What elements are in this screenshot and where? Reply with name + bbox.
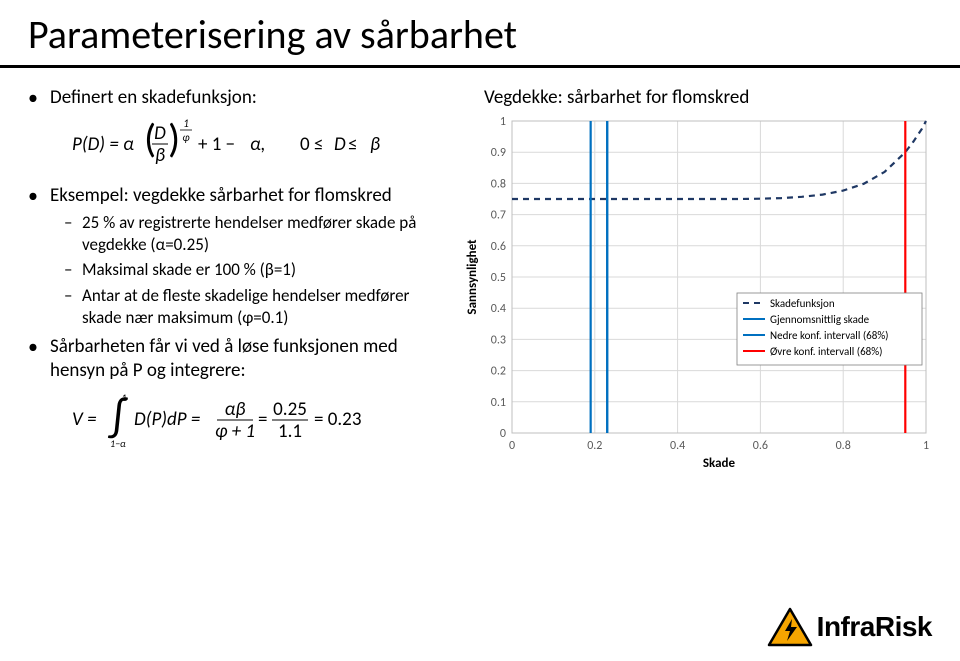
svg-text:Gjennomsnittlig skade: Gjennomsnittlig skade xyxy=(770,313,870,326)
svg-text:φ + 1: φ + 1 xyxy=(215,420,255,443)
svg-text:D(P)dP =: D(P)dP = xyxy=(134,408,200,431)
svg-text:0.25: 0.25 xyxy=(273,398,307,421)
svg-text:1: 1 xyxy=(923,439,929,453)
svg-text:+ 1 −: + 1 − xyxy=(198,133,235,156)
svg-text:D: D xyxy=(334,133,346,156)
svg-text:D: D xyxy=(154,122,166,145)
chart-title: Vegdekke: sårbarhet for flomskred xyxy=(462,86,932,109)
svg-text:0.3: 0.3 xyxy=(491,333,506,347)
svg-text:Sannsynlighet: Sannsynlighet xyxy=(465,239,480,315)
svg-text:0: 0 xyxy=(500,427,506,441)
bullet-integral-text: Sårbarheten får vi ved å løse funksjonen… xyxy=(50,335,398,382)
bullet-example: Eksempel: vegdekke sårbarhet for flomskr… xyxy=(28,184,444,329)
logo-triangle-icon xyxy=(767,607,813,647)
bullet-definition-text: Definert en skadefunksjon: xyxy=(50,86,257,109)
svg-text:0.2: 0.2 xyxy=(491,365,506,379)
svg-text:Øvre konf. intervall (68%): Øvre konf. intervall (68%) xyxy=(770,345,882,358)
chart-svg: 0 0.2 0.4 0.6 0.8 1 0 0.1 0.2 0.3 0.4 0.5 0.6 0.7 0.8 0… xyxy=(462,113,932,473)
formula-integral: V = ∫ 1 1−α D(P)dP = αβ φ + 1 = xyxy=(50,387,444,458)
formula2-svg: V = ∫ 1 1−α D(P)dP = αβ φ + 1 = xyxy=(72,387,432,451)
svg-text:=: = xyxy=(258,408,267,431)
svg-text:0.8: 0.8 xyxy=(491,177,506,191)
dash-alpha-text: 25 % av registrerte hendelser medfører s… xyxy=(82,212,416,255)
svg-text:0.9: 0.9 xyxy=(491,146,506,160)
svg-text:αβ: αβ xyxy=(225,398,246,421)
right-column: Vegdekke: sårbarhet for flomskred 0 0.2 0.… xyxy=(462,86,932,473)
slide-title: Parameterisering av sårbarhet xyxy=(0,0,960,65)
svg-text:): ) xyxy=(168,114,180,163)
dash-phi: Antar at de fleste skadelige hendelser m… xyxy=(50,285,444,329)
dash-alpha: 25 % av registrerte hendelser medfører s… xyxy=(50,212,444,256)
svg-text:Skadefunksjon: Skadefunksjon xyxy=(770,297,835,310)
svg-text:≤: ≤ xyxy=(348,133,357,156)
svg-text:β: β xyxy=(155,144,165,167)
svg-text:Nedre konf. intervall (68%): Nedre konf. intervall (68%) xyxy=(770,329,889,342)
svg-text:P(D) = α: P(D) = α xyxy=(72,133,134,156)
svg-text:0.4: 0.4 xyxy=(670,439,685,453)
svg-text:1−α: 1−α xyxy=(110,437,126,450)
svg-text:= 0.23: = 0.23 xyxy=(314,408,361,431)
title-underline xyxy=(0,65,960,68)
logo-text: InfraRisk xyxy=(817,611,932,643)
svg-text:0.2: 0.2 xyxy=(587,439,602,453)
svg-text:β: β xyxy=(370,133,380,156)
infrarisk-logo: InfraRisk xyxy=(767,607,932,647)
svg-text:0.7: 0.7 xyxy=(491,209,506,223)
svg-text:Skade: Skade xyxy=(703,456,736,471)
svg-text:0.8: 0.8 xyxy=(836,439,851,453)
left-column: Definert en skadefunksjon: P(D) = α ( D … xyxy=(28,86,444,473)
formula1-svg: P(D) = α ( D β ) 1 φ + 1 − xyxy=(72,114,432,170)
bullet-example-text: Eksempel: vegdekke sårbarhet for flomskr… xyxy=(50,184,392,207)
content-row: Definert en skadefunksjon: P(D) = α ( D … xyxy=(0,86,960,473)
dash-beta-text: Maksimal skade er 100 % (β=1) xyxy=(82,259,296,280)
svg-text:0.6: 0.6 xyxy=(491,240,506,254)
svg-text:0 ≤: 0 ≤ xyxy=(300,133,323,156)
svg-text:1: 1 xyxy=(500,115,506,129)
dash-phi-text: Antar at de fleste skadelige hendelser m… xyxy=(82,285,409,328)
svg-text:α,: α, xyxy=(250,133,265,156)
bullet-definition: Definert en skadefunksjon: P(D) = α ( D … xyxy=(28,86,444,178)
svg-text:1.1: 1.1 xyxy=(278,420,302,443)
svg-text:0.5: 0.5 xyxy=(491,271,506,285)
dash-beta: Maksimal skade er 100 % (β=1) xyxy=(50,259,444,281)
bullet-integral: Sårbarheten får vi ved å løse funksjonen… xyxy=(28,335,444,459)
svg-text:φ: φ xyxy=(182,131,190,144)
svg-text:1: 1 xyxy=(183,117,189,130)
svg-text:0.6: 0.6 xyxy=(753,439,768,453)
svg-text:0.1: 0.1 xyxy=(491,396,506,410)
svg-text:V =: V = xyxy=(72,408,97,431)
chart: 0 0.2 0.4 0.6 0.8 1 0 0.1 0.2 0.3 0.4 0.5 0.6 0.7 0.8 0… xyxy=(462,113,932,473)
formula-skadefunksjon: P(D) = α ( D β ) 1 φ + 1 − xyxy=(50,114,444,177)
svg-text:0.4: 0.4 xyxy=(491,302,506,316)
svg-text:0: 0 xyxy=(509,439,515,453)
svg-text:1: 1 xyxy=(122,391,127,404)
